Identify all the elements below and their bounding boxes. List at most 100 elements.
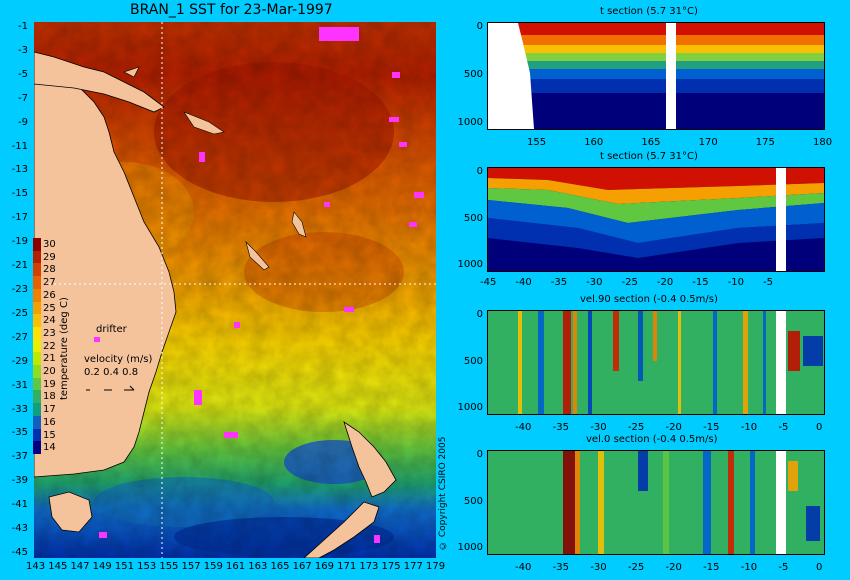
latitude-tick-label: -39 bbox=[11, 475, 28, 487]
section-2-y-tick: 0 bbox=[476, 166, 483, 177]
longitude-tick-label: 153 bbox=[137, 561, 157, 572]
section-1-graphic bbox=[488, 23, 824, 129]
section-2-y-tick: 1000 bbox=[457, 259, 483, 270]
latitude-tick-label: -13 bbox=[11, 164, 28, 176]
latitude-tick-label: -41 bbox=[11, 499, 28, 511]
colorbar-ticks: 30 29 28 27 26 25 24 23 22 21 20 19 18 17 16 15 14 bbox=[43, 238, 63, 454]
section-2-y-tick: 500 bbox=[463, 212, 483, 224]
map-title: BRAN_1 SST for 23-Mar-1997 bbox=[130, 2, 333, 18]
longitude-tick-label: 143 bbox=[26, 561, 46, 572]
section-3-x-tick: -35 bbox=[552, 422, 569, 433]
colorbar-tick-label: 27 bbox=[43, 277, 56, 289]
section-2-x-tick: -5 bbox=[763, 277, 773, 288]
latitude-tick-label: -23 bbox=[11, 284, 28, 295]
section-1-title: t section (5.7 31°C) bbox=[600, 6, 698, 17]
velocity-label: velocity (m/s) bbox=[84, 354, 153, 365]
drifter-label: drifter bbox=[96, 324, 127, 335]
longitude-tick-label: 155 bbox=[159, 561, 179, 572]
colorbar-tick-label: 14 bbox=[43, 442, 56, 454]
section-4-y-tick: 1000 bbox=[457, 542, 483, 553]
latitude-tick-label: -25 bbox=[11, 307, 28, 319]
longitude-tick-label: 147 bbox=[70, 561, 90, 572]
section-3-x-tick: 0 bbox=[816, 422, 823, 433]
section-3-y-tick: 0 bbox=[476, 309, 483, 320]
section-4-y-tick: 0 bbox=[476, 449, 483, 460]
latitude-tick-label: -1 bbox=[18, 21, 28, 32]
colorbar-segment bbox=[33, 301, 41, 315]
latitude-tick-label: -15 bbox=[11, 188, 28, 200]
colorbar-segment bbox=[33, 441, 41, 455]
section-2-x-tick: -20 bbox=[656, 277, 674, 288]
section-2-title: t section (5.7 31°C) bbox=[600, 151, 698, 162]
section-2-x-tick: -40 bbox=[515, 277, 532, 288]
longitude-tick-label: 177 bbox=[403, 561, 423, 572]
section-1-x-tick: 160 bbox=[584, 137, 604, 148]
latitude-tick-label: -3 bbox=[18, 44, 28, 56]
latitude-tick-label: -37 bbox=[11, 451, 28, 463]
section-3-x-tick: -20 bbox=[665, 422, 682, 433]
section-3-x-tick: -30 bbox=[590, 422, 607, 433]
longitude-labels: 143 145 147 149 151 153 155 157 159 161 163 165 167 1… bbox=[26, 561, 445, 576]
colorbar-segment bbox=[33, 288, 41, 303]
section-3-plot bbox=[487, 310, 825, 415]
latitude-tick-label: -33 bbox=[11, 403, 28, 415]
colorbar-segment bbox=[33, 314, 41, 328]
new-guinea-landmass bbox=[34, 51, 165, 113]
longitude-tick-label: 173 bbox=[359, 561, 379, 572]
latitude-tick-label: -21 bbox=[11, 260, 28, 272]
section-3-x-tick: -40 bbox=[515, 422, 532, 433]
latitude-labels: -1 -3 -5 -7 -9 -11 -13 -15 -17 -19 -21 -23 -25 -27 -29… bbox=[0, 22, 32, 558]
section-2-x-tick: -10 bbox=[727, 277, 744, 288]
section-4-x-tick: -10 bbox=[740, 562, 758, 573]
copyright-notice: © Copyright CSIRO 2005 bbox=[438, 436, 448, 550]
latitude-tick-label: -31 bbox=[11, 379, 28, 391]
section-4-x-tick: -20 bbox=[665, 562, 682, 573]
colorbar-tick-label: 28 bbox=[43, 264, 56, 276]
section-1-x-tick: 170 bbox=[698, 137, 718, 148]
colorbar-segment bbox=[33, 276, 41, 290]
section-4-x-tick: 0 bbox=[816, 562, 823, 573]
section-4-x-tick: -15 bbox=[703, 562, 720, 573]
australia-landmass bbox=[34, 61, 177, 478]
section-4-x-tick: -40 bbox=[515, 562, 532, 573]
section-1-y-tick: 500 bbox=[463, 69, 483, 80]
longitude-tick-label: 165 bbox=[270, 561, 290, 572]
colorbar-tick-label: 19 bbox=[43, 378, 56, 390]
colorbar-tick-label: 15 bbox=[43, 429, 56, 441]
colorbar-tick-label: 20 bbox=[43, 366, 56, 378]
section-3-graphic bbox=[488, 311, 824, 414]
colorbar-tick-label: 16 bbox=[43, 416, 56, 428]
section-3-y-tick: 500 bbox=[463, 355, 483, 367]
section-3-x-tick: -5 bbox=[778, 422, 789, 433]
latitude-tick-label: -19 bbox=[11, 236, 28, 248]
section-1-x-tick: 180 bbox=[813, 137, 833, 148]
new-zealand-south bbox=[303, 501, 380, 558]
section-4-x-tick: -25 bbox=[627, 562, 645, 573]
latitude-tick-label: -35 bbox=[11, 427, 28, 439]
colorbar-tick-label: 26 bbox=[43, 289, 56, 301]
latitude-tick-label: -5 bbox=[18, 68, 28, 80]
colorbar-label: temperature (deg C) bbox=[59, 297, 70, 400]
colorbar-segment bbox=[33, 390, 41, 404]
colorbar-segment bbox=[33, 428, 41, 442]
section-4-x-tick: -35 bbox=[552, 562, 569, 573]
section-1-x-tick: 165 bbox=[641, 137, 661, 148]
drifter-markers bbox=[94, 27, 424, 543]
colorbar-segment bbox=[33, 326, 41, 341]
section-2-plot bbox=[487, 167, 825, 272]
section-2-graphic bbox=[488, 168, 824, 271]
longitude-tick-label: 161 bbox=[226, 561, 246, 572]
longitude-tick-label: 151 bbox=[114, 561, 134, 572]
section-1-y-tick: 0 bbox=[476, 21, 483, 32]
section-3-x-tick: -25 bbox=[627, 422, 645, 433]
longitude-tick-label: 149 bbox=[92, 561, 112, 572]
colorbar-tick-label: 24 bbox=[43, 315, 56, 327]
section-2-x-tick: -15 bbox=[692, 277, 709, 288]
colorbar-tick-label: 22 bbox=[43, 340, 56, 352]
longitude-tick-label: 163 bbox=[248, 561, 268, 572]
tasmania-landmass bbox=[48, 491, 93, 533]
colorbar-segment bbox=[33, 365, 41, 379]
section-4-title: vel.0 section (-0.4 0.5m/s) bbox=[586, 434, 718, 445]
section-1-plot bbox=[487, 22, 825, 130]
section-3-title: vel.90 section (-0.4 0.5m/s) bbox=[580, 294, 718, 305]
